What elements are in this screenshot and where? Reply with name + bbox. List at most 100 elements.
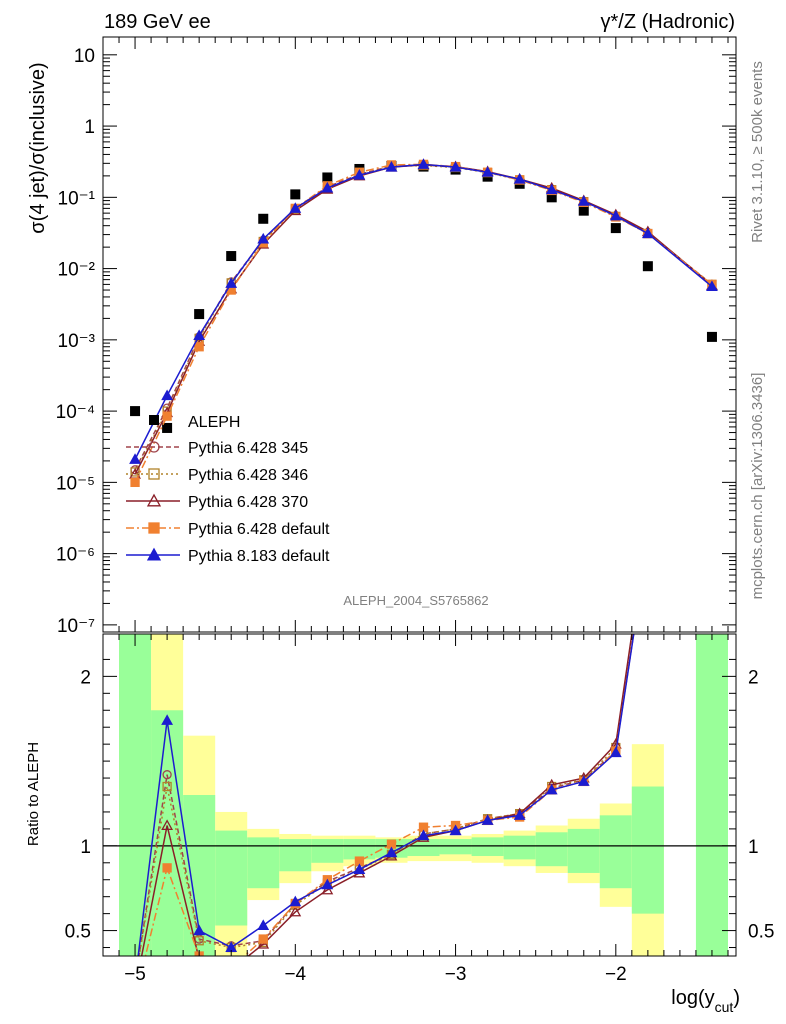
ratio-tick-label-right-1: 1 [748,837,759,858]
legend-marker-2 [146,493,162,507]
band-inner-13 [535,832,568,867]
ratio-series-4-point-13 [545,783,558,795]
main-series-1-point-0 [130,467,140,477]
main-series-line-4 [134,163,713,460]
ratio-series-4-point-4 [257,919,270,930]
aleph-data-point-2 [194,309,205,320]
main-series-4-point-6 [321,181,334,193]
ratio-series-3-point-1 [162,863,172,873]
ratio-series-4-point-1 [161,714,174,725]
legend-marker-4 [146,547,162,561]
ratio-series-4-point-14 [577,775,590,786]
main-series-4-point-8 [385,161,398,172]
y-tick-label-2: 10⁻¹ [58,188,96,209]
ratio-series-4-point-9 [417,829,430,841]
ratio-series-4-point-12 [513,809,526,820]
main-series-4-point-13 [545,183,558,195]
main-series-4-point-10 [449,161,462,172]
x-tick-label-0: −5 [124,964,146,985]
main-series-line-3 [134,163,713,483]
y-tick-label-6: 10⁻⁵ [56,473,95,494]
ratio-series-4-point-5 [289,895,302,907]
legend: ALEPH Pythia 6.428 345 Pythia 6.428 346 Pyt… [126,414,330,565]
main-series-4-point-14 [577,195,590,206]
aleph-data-point-13 [546,192,557,203]
ratio-series-0-point-1 [162,770,172,780]
main-series-4-point-12 [513,173,526,184]
y-tick-label-8: 10⁻⁷ [57,616,95,637]
aleph-data-point-4 [258,213,269,224]
ratio-tick-label-right-0: 0.5 [748,922,774,943]
y-tick-label-5: 10⁻⁴ [56,402,95,423]
legend-label-4: Pythia 8.183 default [188,548,330,565]
ratio-series-4-point-6 [321,878,334,890]
band-inner-9 [407,839,440,857]
ratio-y-axis-title: Ratio to ALEPH [25,742,42,846]
legend-marker-3 [148,522,160,534]
main-series-4-point-7 [353,168,366,180]
header-left-label: 189 GeV ee [104,11,211,33]
ratio-clipped-group [103,634,736,956]
aleph-data-point-14 [578,205,589,216]
aleph-data-point-1 [162,422,173,433]
ratio-uncertainty-bands [119,634,728,956]
ratio-series-4-point-15 [609,746,622,758]
x-tick-label-3: −2 [605,964,627,985]
ratio-series-2-point-1 [161,819,174,830]
band-inner-16 [631,786,664,914]
main-series-3-point-1 [162,411,172,421]
band-inner-15 [599,815,632,889]
main-panel-frame [102,36,737,633]
band-inner-6 [311,839,344,863]
y-tick-label-3: 10⁻² [58,260,96,281]
band-inner-7 [343,839,376,860]
ratio-series-1-point-1 [162,781,172,792]
main-series-4-point-17 [706,280,718,292]
ratio-series-4-point-10 [449,824,462,836]
main-series-3-point-2 [194,342,204,352]
ratio-series-4-point-7 [353,863,366,875]
legend-marker-0 [148,441,160,453]
band-inner-14 [567,828,600,873]
ratio-tick-label-left-2: 2 [80,667,91,688]
aleph-data-point-16 [642,261,653,272]
main-series-4-point-1 [161,389,174,401]
legend-marker-1 [148,468,160,480]
band-inner-3 [215,830,248,926]
ratio-series-line-1 [138,634,635,956]
ratio-tick-label-left-0: 0.5 [65,922,91,943]
main-series-4-point-11 [481,166,494,177]
ratio-tick-label-right-2: 2 [748,667,759,688]
ratio-tick-label-left-1: 1 [80,837,91,858]
ratio-series-4-point-11 [481,814,494,825]
rivet-version-label: Rivet 3.1.10, ≥ 500k events [749,61,766,243]
ratio-series-line-0 [138,634,635,956]
ratio-series-2-point-5 [289,905,302,917]
aleph-data-point-17 [706,331,717,342]
y-tick-label-7: 10⁻⁶ [56,545,95,566]
ratio-series-4-point-2 [193,924,206,936]
main-series-4-point-0 [129,453,141,464]
legend-label-0: Pythia 6.428 345 [188,440,308,457]
ratio-series-layer [103,634,736,956]
aleph-data-point-3 [226,251,237,262]
y-tick-label-0: 10 [74,46,95,67]
axes-layer: −5 −4 −3 −2 10 1 10⁻¹ 10⁻² 10⁻³ 10⁻⁴ 10⁻⁵ 10⁻⁶ 10⁻⁷ 0… [56,36,774,985]
y-tick-label-1: 1 [84,117,95,138]
band-inner-10 [439,839,472,855]
aleph-data-point-5 [290,189,301,200]
band-inner-17 [695,634,728,956]
legend-label-3: Pythia 6.428 default [188,521,330,538]
legend-label-2: Pythia 6.428 370 [188,494,308,511]
main-series-4-point-4 [257,232,270,244]
main-series-layer [129,158,718,488]
aleph-data-point-0 [130,406,141,417]
main-series-4-point-9 [417,158,430,169]
x-tick-label-2: −3 [445,964,467,985]
band-inner-12 [503,835,536,860]
legend-label-1: Pythia 6.428 346 [188,467,308,484]
aleph-data-point-15 [610,223,621,234]
aleph-data-point-6 [322,172,333,183]
analysis-label: ALEPH_2004_S5765862 [343,593,488,608]
